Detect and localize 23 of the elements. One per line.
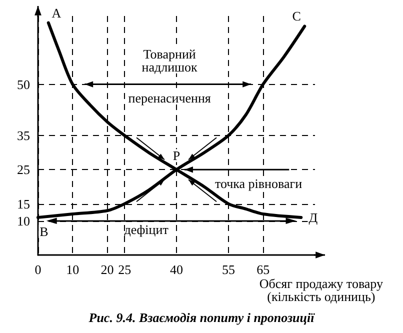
x-tick-label: 40	[170, 262, 183, 277]
annotation: P	[172, 148, 180, 164]
x-tick-label: 0	[34, 262, 42, 277]
annotation: B	[40, 224, 49, 239]
annotation: перенасичення	[128, 90, 211, 106]
ref-line-label: дефіцит	[124, 222, 169, 237]
x-tick-label: 55	[222, 262, 235, 277]
x-tick-label: 20	[100, 262, 114, 277]
text: Рис. 9.4. Взаємодія попиту і пропозиції	[88, 310, 316, 325]
y-tick-label: 25	[17, 162, 30, 178]
y-tick-label: 50	[17, 76, 30, 92]
x-tick-label: 25	[118, 262, 132, 277]
annotation: A	[52, 5, 62, 20]
y-tick-label: 15	[17, 196, 30, 212]
x-tick-label: 65	[256, 262, 270, 277]
annotation: Товарний надлишок	[142, 46, 198, 74]
x-tick-label: 10	[66, 262, 80, 277]
annotation: точка рівноваги	[214, 176, 302, 192]
y-tick-label: 10	[17, 213, 30, 228]
annotation: Д	[308, 210, 318, 225]
x-axis-title: Обсяг продажу товару (кількість одиниць)	[259, 276, 384, 304]
y-tick-label: 35	[17, 128, 30, 143]
annotation: C	[292, 8, 301, 24]
